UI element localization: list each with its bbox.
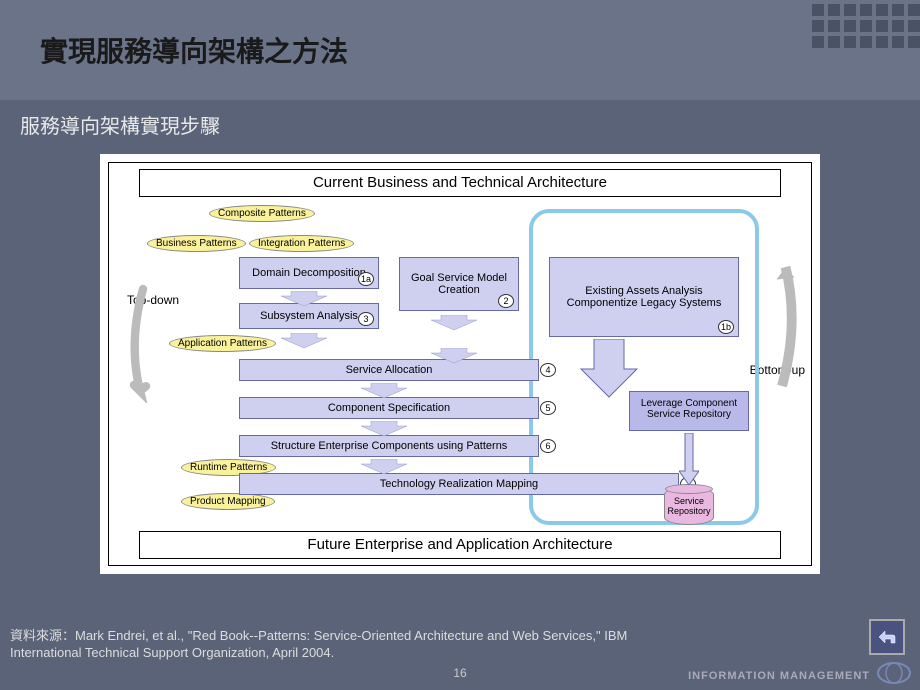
step-box: Existing Assets Analysis Componentize Le… [549,257,739,337]
org-logo-icon [876,661,912,685]
service-repository-cylinder: Service Repository [664,487,714,525]
down-arrow-icon [279,333,329,349]
down-arrow-icon [359,421,409,437]
bottomup-arrow-icon [769,253,809,393]
down-arrow-icon [359,459,409,475]
diagram-top-title: Current Business and Technical Architect… [139,169,781,197]
footer-brand: INFORMATION MANAGEMENT [688,670,870,682]
pattern-oval: Business Patterns [147,235,246,252]
pattern-oval: Product Mapping [181,493,275,510]
down-arrow-icon [429,348,479,364]
wide-step-box: Structure Enterprise Components using Pa… [239,435,539,457]
step-box: Domain Decomposition1a [239,257,379,289]
slide-subtitle: 服務導向架構實現步驟 [0,100,920,149]
pattern-oval: Composite Patterns [209,205,315,222]
wide-step-box: Technology Realization Mapping7 [239,473,679,495]
leverage-down-arrow-icon [679,433,699,485]
down-arrow-icon [359,383,409,399]
down-arrow-icon [429,315,479,331]
wide-step-box: Service Allocation4 [239,359,539,381]
wide-step-box: Component Specification5 [239,397,539,419]
leverage-label: Leverage Component Service Repository [641,398,737,420]
soa-diagram: Current Business and Technical Architect… [108,162,812,566]
header-decoration [812,0,920,48]
large-down-arrow-icon [579,339,639,399]
diagram-bottom-title: Future Enterprise and Application Archit… [139,531,781,559]
pattern-oval: Application Patterns [169,335,276,352]
return-icon [875,625,899,649]
slide-title: 實現服務導向架構之方法 [40,30,880,70]
cylinder-label: Service Repository [667,496,710,516]
topdown-arrow-icon [117,283,157,403]
leverage-component-box: Leverage Component Service Repository [629,391,749,431]
citation-text: 資料來源：Mark Endrei, et al., "Red Book--Pat… [10,628,650,662]
diagram-container: Current Business and Technical Architect… [100,154,820,574]
down-arrow-icon [279,291,329,307]
slide-header: 實現服務導向架構之方法 [0,0,920,100]
back-button[interactable] [869,619,905,655]
pattern-oval: Integration Patterns [249,235,354,252]
step-box: Goal Service Model Creation2 [399,257,519,311]
